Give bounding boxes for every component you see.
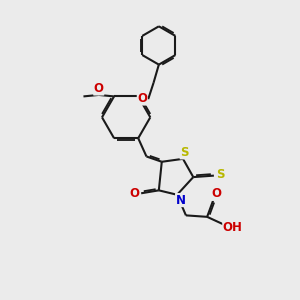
Text: S: S xyxy=(216,168,225,181)
Text: O: O xyxy=(130,188,140,200)
Text: O: O xyxy=(94,82,104,95)
Text: S: S xyxy=(180,146,189,159)
Text: OH: OH xyxy=(223,220,243,234)
Text: O: O xyxy=(212,188,221,200)
Text: O: O xyxy=(137,92,147,105)
Text: N: N xyxy=(176,194,186,207)
